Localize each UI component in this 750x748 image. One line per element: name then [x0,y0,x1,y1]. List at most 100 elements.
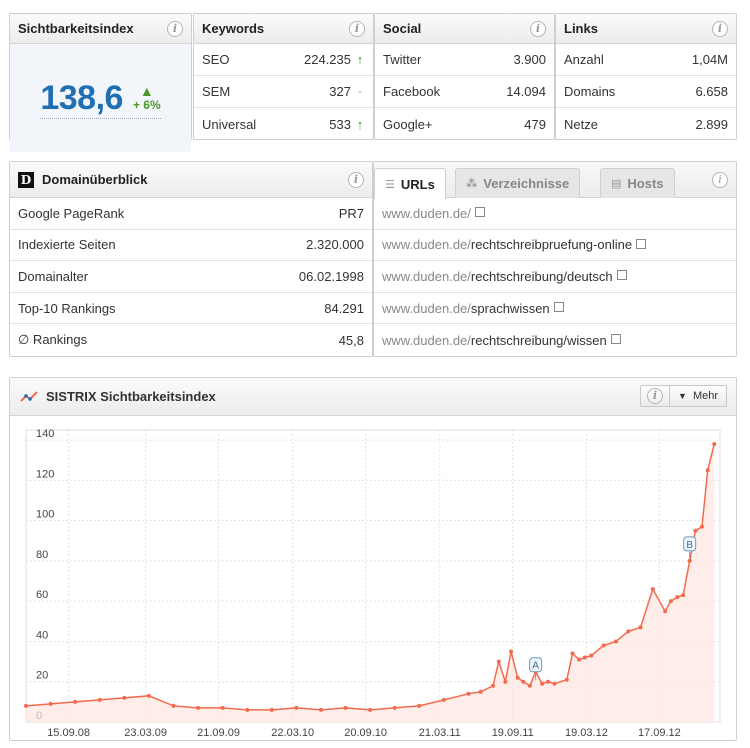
data-point [73,699,78,704]
social-panel: Social i Twitter 3.900 Facebook 14.094 G… [374,13,555,140]
data-point [705,468,710,473]
data-point [478,689,483,694]
external-link-icon[interactable] [616,270,627,281]
visibility-value: 138,6 [40,78,123,117]
chart-panel: SISTRIX Sichtbarkeitsindex i ▼ Mehr 15.0… [9,377,737,741]
tab-directories[interactable]: ⁂ Verzeichnisse [455,168,581,198]
domain-value: 06.02.1998 [298,268,364,284]
social-title: Social [383,21,422,36]
data-point [122,695,127,700]
metric-row[interactable]: Google+ 479 [375,108,554,140]
metric-value: 533 [329,116,351,132]
tab-label: URLs [400,176,435,192]
data-point [466,691,471,696]
metric-row[interactable]: Twitter 3.900 [375,44,554,76]
domain-row: Top-10 Rankings 84.291 [10,293,372,325]
metric-label: Domains [564,84,616,99]
external-link-icon[interactable] [636,238,647,249]
data-point [582,655,587,660]
metric-row[interactable]: Facebook 14.094 [375,76,554,108]
data-point [687,558,692,563]
data-point [343,705,348,710]
metric-row[interactable]: Anzahl 1,04M [556,44,736,76]
series-line [25,443,715,711]
info-icon[interactable]: i [712,21,728,37]
info-icon: i [647,388,663,404]
visibility-body: 138,6 ▲ + 6% [10,44,191,152]
tab-bar: ☰ URLs ⁂ Verzeichnisse ▤ Hosts i [374,162,736,199]
visibility-chart[interactable]: 15.09.08 23.03.09 21.09.09 22.03.10 20.09.10… [10,416,736,740]
url-row[interactable]: www.duden.de/ sprachwissen [374,293,736,325]
metric-row[interactable]: SEO 224.235 ↑ [194,44,373,76]
domain-label: Indexierte Seiten [18,237,116,253]
metric-value: 3.900 [513,52,546,67]
x-tick-label: 19.03.12 [565,727,608,739]
url-path: rechtschreibpruefung-online [470,237,633,253]
metric-value: 2.899 [695,116,728,132]
list-icon: ☰ [385,178,395,191]
info-icon[interactable]: i [530,21,546,37]
annotation-marker [683,536,697,552]
more-button[interactable]: ▼ Mehr [669,385,727,407]
data-point [245,707,250,712]
metric-row[interactable]: Universal 533 ↑ [194,108,373,140]
data-point [491,683,496,688]
data-point [681,593,686,598]
url-row[interactable]: www.duden.de/ rechtschreibung/wissen [374,324,736,356]
x-tick-label: 19.09.11 [492,727,534,739]
url-row[interactable]: www.duden.de/ rechtschreibpruefung-onlin… [374,230,736,262]
data-point [171,703,176,708]
x-tick-label: 17.09.12 [638,727,681,739]
tab-hosts[interactable]: ▤ Hosts [600,168,675,198]
domain-row: Indexierte Seiten 2.320.000 [10,230,372,262]
external-link-icon[interactable] [553,302,564,313]
data-point [220,705,225,710]
url-row[interactable]: www.duden.de/ [374,198,736,230]
arrow-up-icon: ↑ [356,116,364,132]
series-area [26,444,715,722]
info-icon[interactable]: i [348,172,364,188]
metric-value: 6.658 [695,84,728,99]
info-button[interactable]: i [640,385,670,407]
metric-label: Netze [564,116,598,132]
tab-urls[interactable]: ☰ URLs [374,168,446,199]
info-icon[interactable]: i [167,21,183,37]
info-icon[interactable]: i [712,172,728,188]
chevron-down-icon: ▼ [678,391,687,401]
data-point [613,639,618,644]
tab-label: Hosts [627,176,664,191]
info-icon[interactable]: i [349,21,365,37]
metric-value: 479 [524,116,546,132]
metric-label: Twitter [383,52,422,67]
data-point [552,681,557,686]
metric-label: SEM [202,84,231,99]
metric-row[interactable]: SEM 327- [194,76,373,108]
duden-logo-icon: D [18,171,34,188]
external-link-icon[interactable] [610,334,621,345]
data-point [663,609,668,614]
url-path: rechtschreibung/deutsch [470,268,613,284]
metric-row[interactable]: Netze 2.899 [556,108,736,140]
annotation-marker [529,657,543,673]
divider [40,118,161,119]
metric-label: Google+ [383,116,433,132]
chart-header: SISTRIX Sichtbarkeitsindex i ▼ Mehr [10,378,736,416]
visibility-trend: ▲ + 6% [133,84,161,112]
metric-row[interactable]: Domains 6.658 [556,76,736,108]
visibility-panel: Sichtbarkeitsindex i 138,6 ▲ + 6% [9,13,192,152]
data-point [668,599,673,604]
data-point [577,657,582,662]
visibility-title: Sichtbarkeitsindex [18,21,134,36]
y-tick-label: 40 [36,629,48,641]
url-row[interactable]: www.duden.de/ rechtschreibung/deutsch [374,261,736,293]
domain-panel: D Domainüberblick i Google PageRank PR7 … [9,161,373,357]
metric-value: 1,04M [691,52,728,67]
external-link-icon[interactable] [474,207,485,218]
metric-value: 224.235 [304,52,351,67]
data-point [521,679,526,684]
x-tick-label: 21.09.09 [197,727,240,739]
metric-label: Anzahl [564,52,604,67]
data-point [564,677,569,682]
metric-label: SEO [202,52,230,67]
y-tick-label: 100 [36,509,54,521]
